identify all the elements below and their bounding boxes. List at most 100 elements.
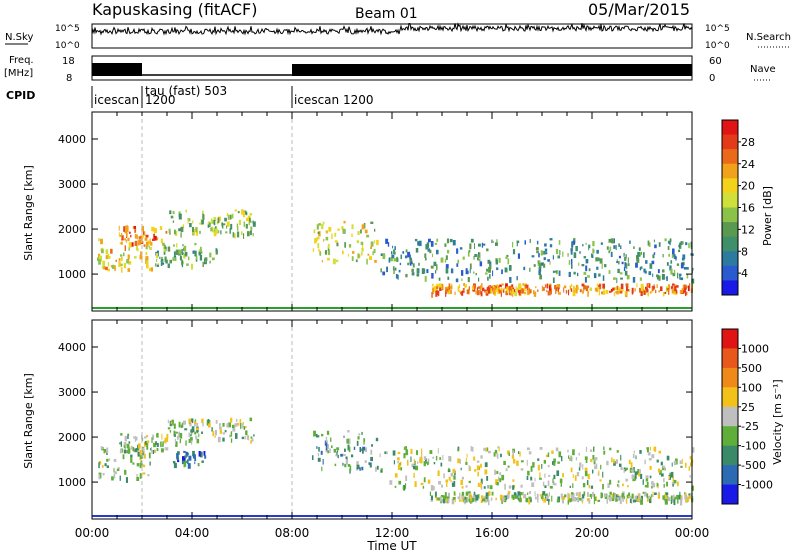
echo-cell (671, 482, 675, 485)
echo-cell (682, 241, 684, 245)
echo-cell (677, 481, 679, 487)
echo-cell (313, 229, 316, 234)
echo-cell (495, 479, 499, 485)
nsearch-tick-high: 10^5 (705, 24, 730, 34)
echo-cell (535, 496, 537, 500)
echo-cell (480, 291, 483, 297)
echo-cell (524, 292, 526, 295)
echo-cell (139, 449, 142, 456)
echo-cell (571, 264, 573, 269)
echo-cell (608, 250, 610, 254)
echo-cell (487, 485, 489, 489)
echo-cell (144, 236, 146, 239)
echo-cell (153, 234, 155, 240)
echo-cell (334, 463, 337, 467)
echo-cell (112, 264, 115, 269)
echo-cell (128, 231, 131, 234)
echo-cell (332, 258, 336, 265)
echo-cell (398, 480, 402, 485)
echo-cell (186, 460, 188, 463)
echo-cell (476, 460, 480, 463)
echo-cell (128, 242, 132, 248)
echo-cell (101, 249, 104, 254)
echo-cell (326, 444, 329, 449)
echo-cell (342, 462, 344, 466)
echo-cell (178, 249, 181, 255)
echo-cell (134, 436, 137, 442)
echo-cell (451, 498, 455, 505)
echo-cell (429, 450, 433, 454)
echo-cell (469, 493, 472, 499)
echo-cell (639, 277, 642, 281)
echo-cell (209, 252, 212, 258)
echo-cell (562, 251, 564, 257)
echo-cell (584, 471, 588, 477)
echo-cell (102, 266, 106, 270)
echo-cell (118, 261, 121, 267)
echo-cell (588, 485, 591, 489)
echo-cell (582, 464, 584, 470)
echo-cell (145, 435, 149, 438)
echo-cell (154, 449, 156, 453)
echo-cell (527, 290, 530, 295)
echo-cell (631, 498, 633, 504)
echo-cell (148, 245, 150, 249)
echo-cell (362, 449, 364, 454)
echo-cell (582, 244, 584, 247)
echo-cell (515, 285, 517, 290)
echo-cell (477, 494, 480, 499)
echo-cell (336, 451, 338, 455)
echo-cell (663, 478, 665, 483)
echo-cell (593, 273, 597, 279)
echo-cell (222, 432, 225, 435)
echo-cell (374, 240, 376, 244)
echo-cell (498, 476, 500, 482)
echo-cell (575, 492, 579, 496)
echo-cell (571, 496, 575, 502)
echo-cell (689, 283, 691, 288)
echo-cell (666, 455, 670, 461)
colorbar-swatch (722, 465, 738, 485)
echo-cell (149, 238, 151, 244)
echo-cell (428, 238, 431, 243)
echo-cell (318, 248, 320, 252)
echo-cell (541, 493, 544, 499)
echo-cell (148, 267, 151, 272)
echo-cell (240, 423, 242, 430)
echo-cell (528, 496, 532, 499)
echo-cell (243, 233, 245, 239)
echo-cell (490, 288, 493, 293)
echo-cell (145, 241, 149, 247)
echo-cell (110, 265, 112, 268)
echo-cell (663, 483, 665, 488)
echo-cell (140, 460, 142, 465)
time-axis-labels: 00:00 04:00 08:00 12:00 16:00 20:00 00:00 (75, 526, 710, 540)
echo-cell (361, 224, 365, 230)
echo-cell (312, 455, 314, 460)
nsky-trace (91, 22, 693, 47)
echo-cell (480, 463, 482, 468)
echo-cell (505, 468, 508, 472)
echo-cell (508, 285, 511, 291)
echo-cell (210, 218, 213, 224)
echo-cell (607, 483, 610, 488)
echo-cell (150, 447, 152, 452)
echo-cell (327, 450, 330, 454)
echo-cell (473, 271, 475, 274)
echo-cell (508, 265, 512, 271)
echo-cell (595, 496, 597, 501)
echo-cell (593, 459, 596, 465)
echo-cell (392, 245, 394, 249)
echo-cell (489, 261, 492, 266)
echo-cell (153, 450, 155, 454)
echo-cell (133, 226, 136, 229)
echo-cell (596, 287, 598, 293)
echo-cell (196, 427, 199, 431)
echo-cell (618, 255, 621, 259)
echo-cell (167, 427, 171, 430)
echo-cell (345, 456, 348, 460)
echo-cell (541, 464, 543, 469)
time-tick-label: 00:00 (675, 526, 710, 540)
echo-cell (542, 498, 544, 502)
echo-cell (533, 290, 535, 294)
